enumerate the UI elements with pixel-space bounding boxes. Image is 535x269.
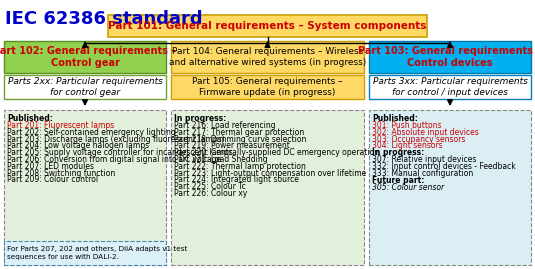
Text: Part 222: Thermal lamp protection: Part 222: Thermal lamp protection <box>174 162 306 171</box>
Text: Part 101: General requirements – System components: Part 101: General requirements – System … <box>108 21 427 31</box>
Text: Part 219: Power measurement: Part 219: Power measurement <box>174 141 290 150</box>
Text: Published:: Published: <box>372 114 418 123</box>
Text: Part 225: Colour Tc: Part 225: Colour Tc <box>174 182 246 191</box>
Bar <box>108 15 427 37</box>
Text: In progress:: In progress: <box>174 114 226 123</box>
Text: 301: Push buttons: 301: Push buttons <box>372 121 441 130</box>
Bar <box>369 110 531 265</box>
Text: Part 221: Load Shedding: Part 221: Load Shedding <box>174 155 268 164</box>
Text: Part 207: LED modules: Part 207: LED modules <box>7 162 94 171</box>
Text: 304: Light sensors: 304: Light sensors <box>372 141 442 150</box>
Text: 302: Absolute input devices: 302: Absolute input devices <box>372 128 479 137</box>
Bar <box>4 75 166 99</box>
Text: Future part:: Future part: <box>372 176 424 185</box>
Text: Part 202: Self-contained emergency lighting: Part 202: Self-contained emergency light… <box>7 128 176 137</box>
Bar <box>171 110 364 265</box>
Bar <box>171 41 364 73</box>
Text: Part 206: Conversion from digital signal into DC voltage: Part 206: Conversion from digital signal… <box>7 155 221 164</box>
Text: 307: Relative input devices: 307: Relative input devices <box>372 155 476 164</box>
Bar <box>171 75 364 99</box>
Text: 305: Colour sensor: 305: Colour sensor <box>372 183 444 192</box>
Text: 303: Occupancy sensors: 303: Occupancy sensors <box>372 134 465 144</box>
Text: Part 223: Light-output compensation over lifetime: Part 223: Light-output compensation over… <box>174 169 366 178</box>
Text: Part 226: Colour xy: Part 226: Colour xy <box>174 189 247 198</box>
Text: IEC 62386 standard: IEC 62386 standard <box>5 10 203 28</box>
Bar <box>369 41 531 73</box>
Text: Part 103: General requirements –
Control devices: Part 103: General requirements – Control… <box>358 46 535 68</box>
Text: Part 224: Integrated light source: Part 224: Integrated light source <box>174 175 299 185</box>
Bar <box>4 110 166 265</box>
Text: Part 208: Switching function: Part 208: Switching function <box>7 169 115 178</box>
Text: Part 205: Supply voltage controller for incandescent lamps: Part 205: Supply voltage controller for … <box>7 148 233 157</box>
Text: In progress:: In progress: <box>372 148 424 157</box>
Text: 333: Manual configuration: 333: Manual configuration <box>372 169 473 178</box>
Text: Part 218: Dimming curve selection: Part 218: Dimming curve selection <box>174 134 307 144</box>
Text: Part 102: General requirements –
Control gear: Part 102: General requirements – Control… <box>0 46 177 68</box>
Text: Published:: Published: <box>7 114 53 123</box>
Text: Part 217: Thermal gear protection: Part 217: Thermal gear protection <box>174 128 304 137</box>
Bar <box>4 41 166 73</box>
Text: Part 203: Discharge lamps (excluding fluorescent lamps): Part 203: Discharge lamps (excluding flu… <box>7 134 225 144</box>
Text: Part 105: General requirements –
Firmware update (in progress): Part 105: General requirements – Firmwar… <box>192 77 343 97</box>
Text: Parts 2xx: Particular requirements
for control gear: Parts 2xx: Particular requirements for c… <box>7 77 163 97</box>
Text: Part 204: Low voltage halogen lamps: Part 204: Low voltage halogen lamps <box>7 141 149 150</box>
Text: Part 201: Fluorescent lamps: Part 201: Fluorescent lamps <box>7 121 114 130</box>
Text: For Parts 207, 202 and others, DiiA adapts v1 test
sequences for use with DALI-2: For Parts 207, 202 and others, DiiA adap… <box>7 246 187 260</box>
Text: Part 220: Centrally-supplied DC emergency operation: Part 220: Centrally-supplied DC emergenc… <box>174 148 379 157</box>
Bar <box>369 75 531 99</box>
Text: Part 216: Load referencing: Part 216: Load referencing <box>174 121 276 130</box>
Bar <box>4 241 166 265</box>
Text: Parts 3xx: Particular requirements
for control / input devices: Parts 3xx: Particular requirements for c… <box>372 77 528 97</box>
Text: 332: Input control devices - Feedback: 332: Input control devices - Feedback <box>372 162 516 171</box>
Text: Part 209: Colour control: Part 209: Colour control <box>7 175 98 185</box>
Text: Part 104: General requirements – Wireless
and alternative wired systems (in prog: Part 104: General requirements – Wireles… <box>169 47 366 67</box>
